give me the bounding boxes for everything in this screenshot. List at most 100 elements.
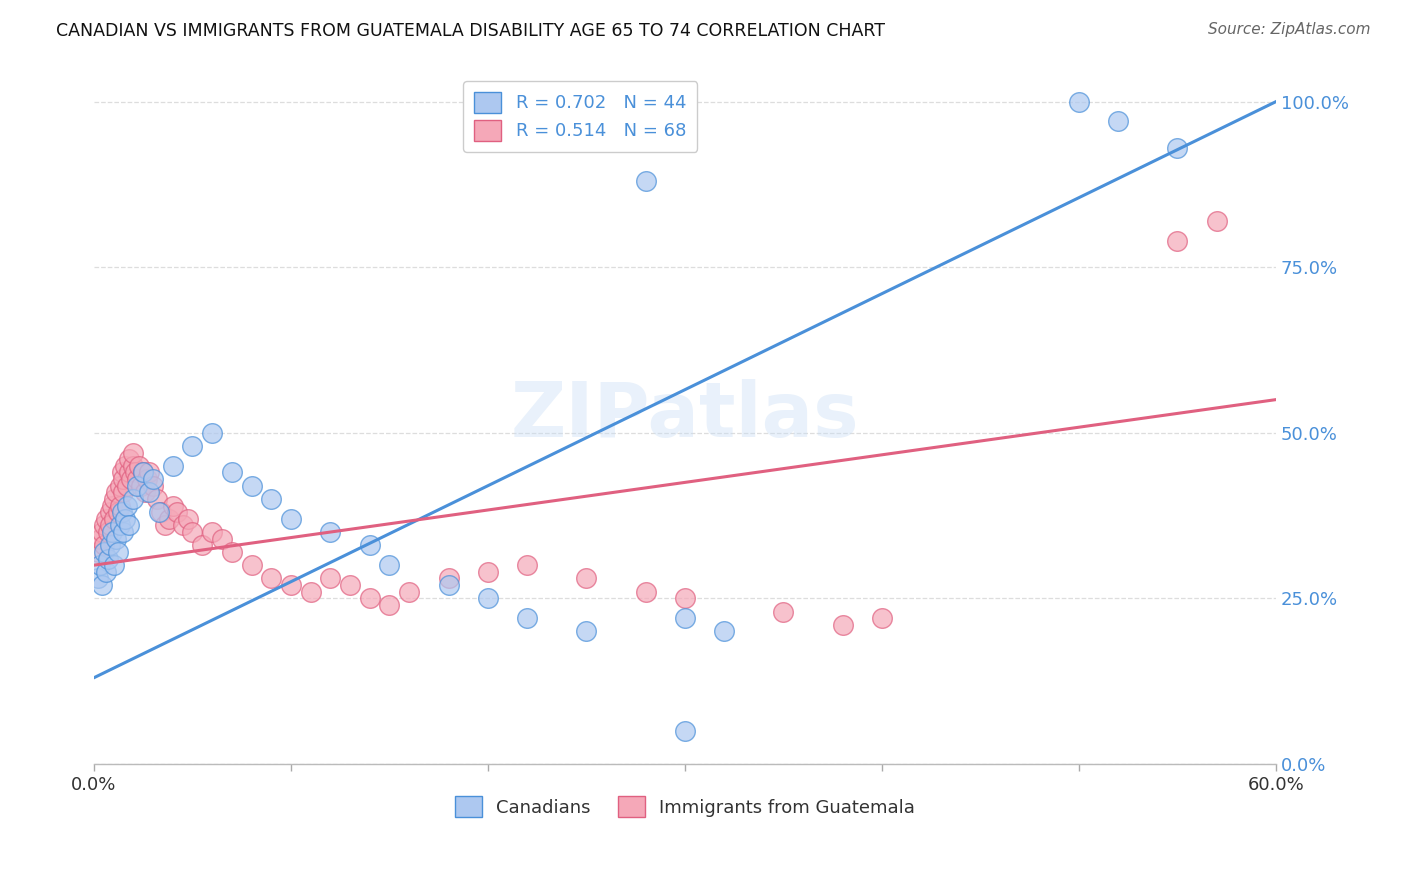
Point xyxy=(103,491,125,506)
Point xyxy=(112,472,135,486)
Point xyxy=(713,624,735,639)
Point xyxy=(181,524,204,539)
Point xyxy=(280,578,302,592)
Point xyxy=(240,479,263,493)
Point xyxy=(93,545,115,559)
Point xyxy=(634,584,657,599)
Point xyxy=(108,479,131,493)
Point xyxy=(398,584,420,599)
Point xyxy=(1205,214,1227,228)
Point xyxy=(319,571,342,585)
Point xyxy=(437,571,460,585)
Point xyxy=(87,545,110,559)
Point xyxy=(142,472,165,486)
Point xyxy=(127,472,149,486)
Point xyxy=(575,624,598,639)
Point xyxy=(94,565,117,579)
Point xyxy=(98,505,121,519)
Point xyxy=(120,472,142,486)
Point xyxy=(240,558,263,573)
Point xyxy=(114,512,136,526)
Point xyxy=(634,174,657,188)
Point xyxy=(673,591,696,606)
Point xyxy=(90,524,112,539)
Point xyxy=(201,425,224,440)
Point xyxy=(162,458,184,473)
Point xyxy=(181,439,204,453)
Point xyxy=(149,505,172,519)
Point xyxy=(107,545,129,559)
Point xyxy=(107,505,129,519)
Point xyxy=(359,538,381,552)
Point xyxy=(118,518,141,533)
Point xyxy=(89,558,111,573)
Point xyxy=(128,458,150,473)
Point xyxy=(831,617,853,632)
Point xyxy=(93,518,115,533)
Point xyxy=(1166,234,1188,248)
Point xyxy=(136,472,159,486)
Point xyxy=(138,466,160,480)
Point xyxy=(103,512,125,526)
Point xyxy=(516,611,538,625)
Point xyxy=(100,499,122,513)
Point xyxy=(153,518,176,533)
Point xyxy=(221,466,243,480)
Point xyxy=(339,578,361,592)
Point xyxy=(772,605,794,619)
Point xyxy=(378,558,401,573)
Point xyxy=(98,538,121,552)
Point xyxy=(477,565,499,579)
Point xyxy=(134,485,156,500)
Point xyxy=(870,611,893,625)
Point xyxy=(437,578,460,592)
Point xyxy=(117,499,139,513)
Point xyxy=(477,591,499,606)
Legend: Canadians, Immigrants from Guatemala: Canadians, Immigrants from Guatemala xyxy=(447,789,922,824)
Point xyxy=(104,485,127,500)
Point xyxy=(138,485,160,500)
Point xyxy=(124,466,146,480)
Text: Source: ZipAtlas.com: Source: ZipAtlas.com xyxy=(1208,22,1371,37)
Point xyxy=(94,512,117,526)
Point xyxy=(112,524,135,539)
Point xyxy=(359,591,381,606)
Point xyxy=(117,479,139,493)
Point xyxy=(166,505,188,519)
Point xyxy=(1107,114,1129,128)
Point xyxy=(319,524,342,539)
Point xyxy=(100,524,122,539)
Point xyxy=(1067,95,1090,109)
Point xyxy=(221,545,243,559)
Point xyxy=(97,524,120,539)
Point xyxy=(146,491,169,506)
Point xyxy=(122,491,145,506)
Text: CANADIAN VS IMMIGRANTS FROM GUATEMALA DISABILITY AGE 65 TO 74 CORRELATION CHART: CANADIAN VS IMMIGRANTS FROM GUATEMALA DI… xyxy=(56,22,886,40)
Point xyxy=(378,598,401,612)
Point xyxy=(132,466,155,480)
Point xyxy=(118,466,141,480)
Point xyxy=(104,532,127,546)
Point xyxy=(260,571,283,585)
Point xyxy=(172,518,194,533)
Point xyxy=(110,466,132,480)
Point xyxy=(177,512,200,526)
Point xyxy=(516,558,538,573)
Point xyxy=(148,505,170,519)
Point xyxy=(132,466,155,480)
Point xyxy=(162,499,184,513)
Text: ZIPatlas: ZIPatlas xyxy=(510,379,859,453)
Point xyxy=(673,611,696,625)
Point xyxy=(112,485,135,500)
Point xyxy=(260,491,283,506)
Point xyxy=(108,518,131,533)
Point xyxy=(93,538,115,552)
Point xyxy=(127,479,149,493)
Point xyxy=(110,505,132,519)
Point xyxy=(114,458,136,473)
Point xyxy=(87,571,110,585)
Point xyxy=(142,479,165,493)
Point xyxy=(201,524,224,539)
Point xyxy=(1166,141,1188,155)
Point xyxy=(299,584,322,599)
